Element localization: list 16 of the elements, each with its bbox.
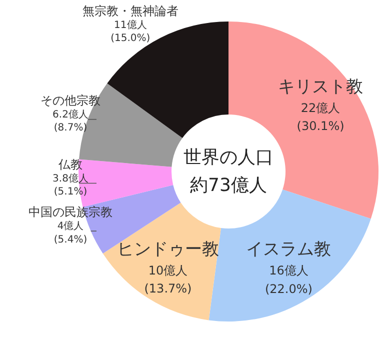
- slice-label: ヒンドゥー教: [116, 240, 219, 260]
- data-label: 3.8億人 (5.1%): [52, 172, 88, 198]
- data-label: 6.2億人 (8.7%): [52, 108, 88, 134]
- slice-label: 仏教: [58, 157, 82, 172]
- data-label: 4億人 (5.4%): [54, 220, 88, 246]
- data-label: 16億人 (22.0%): [264, 264, 312, 296]
- slice-label: イスラム教: [246, 240, 332, 260]
- text: 世界の人口: [184, 147, 274, 168]
- slice-label: その他宗教: [40, 93, 100, 108]
- slice-label: 無宗教・無神論者: [82, 4, 178, 18]
- slice-label: 中国の民族宗教: [28, 205, 112, 220]
- data-label: 22億人 (30.1%): [296, 100, 344, 134]
- data-label: 10億人 (13.7%): [144, 263, 192, 296]
- text: 約73億人: [190, 175, 267, 196]
- slice-label: キリスト教: [278, 77, 364, 98]
- data-label: 11億人 (15.0%): [110, 18, 150, 44]
